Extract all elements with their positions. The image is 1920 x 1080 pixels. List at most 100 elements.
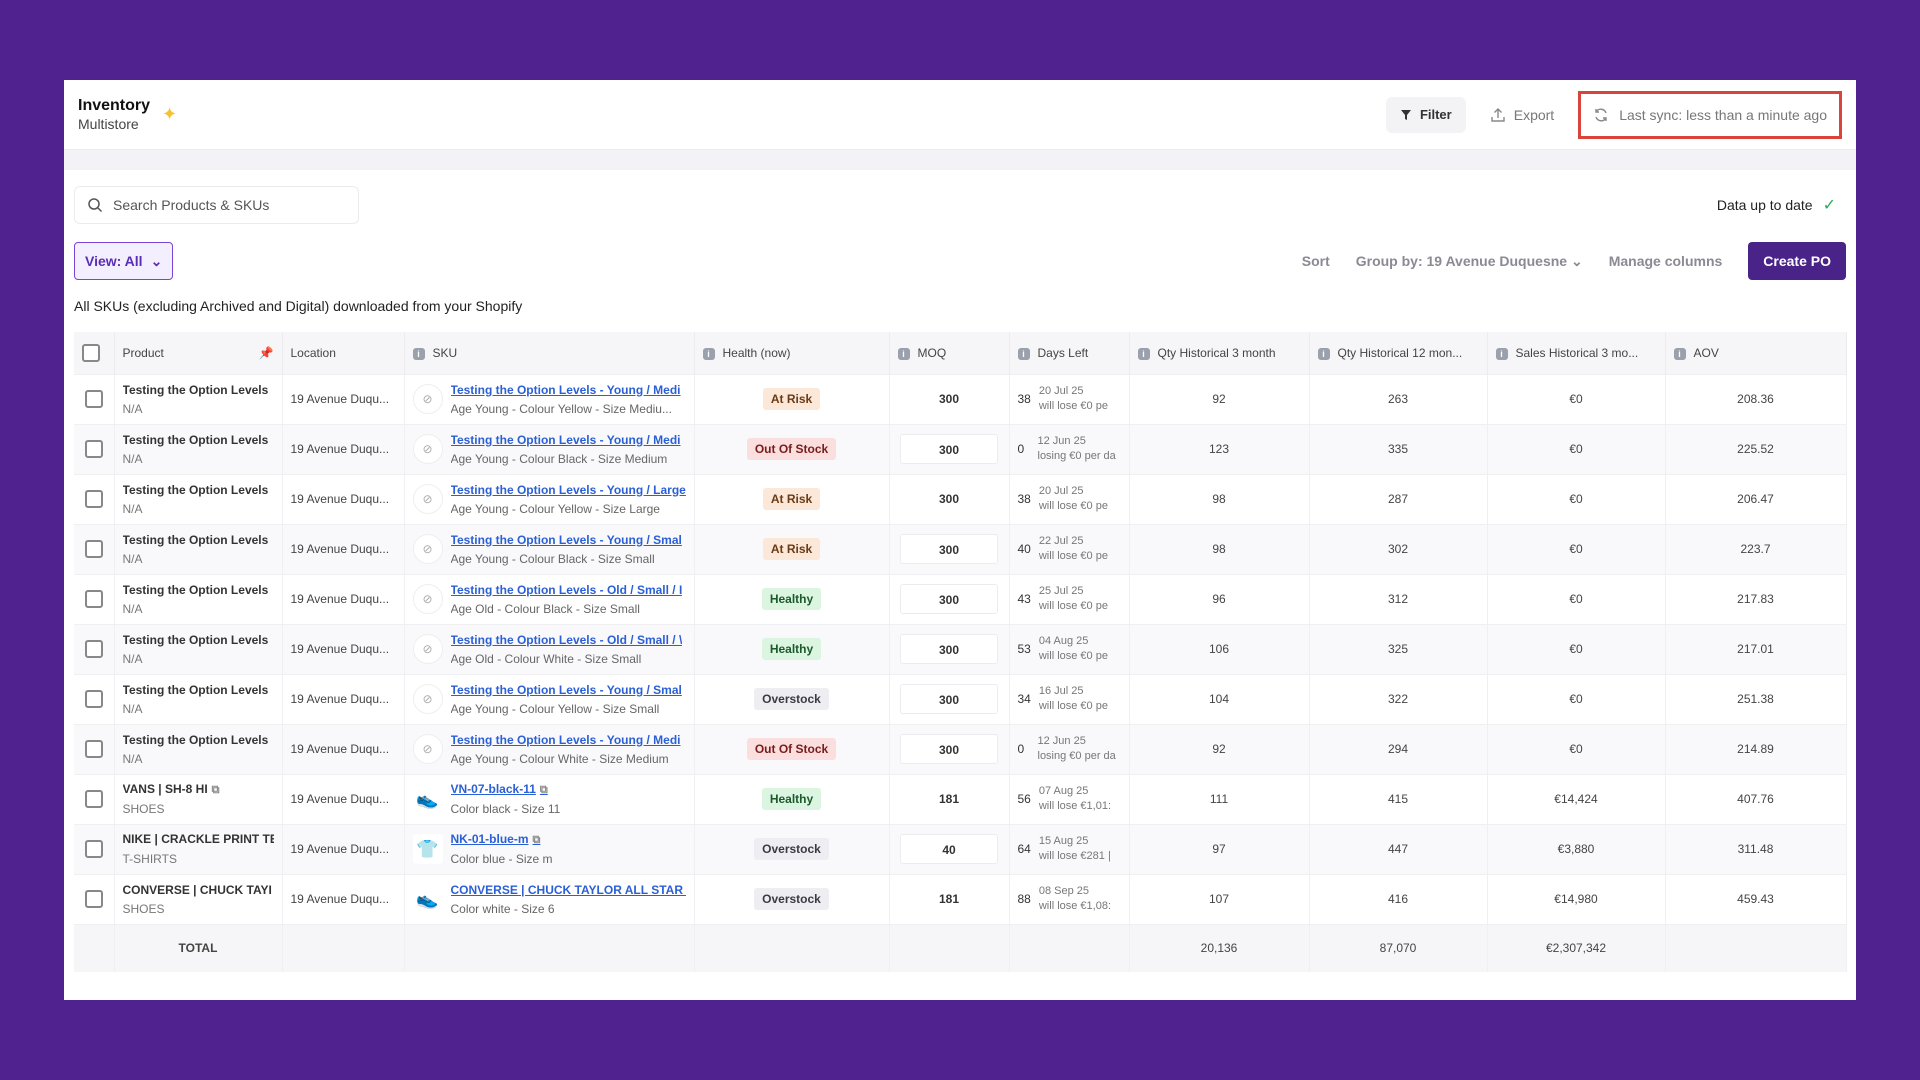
qty-3m-cell: 92 — [1129, 723, 1310, 774]
copy-icon[interactable]: ⧉ — [532, 834, 541, 846]
info-icon[interactable]: i — [1317, 347, 1330, 360]
column-header-location[interactable]: Location — [282, 332, 405, 374]
stockout-note: will lose €0 pe — [1038, 550, 1108, 562]
last-sync-button[interactable]: Last sync: less than a minute ago — [1578, 90, 1842, 139]
location-cell: 19 Avenue Duqu... — [282, 723, 405, 774]
location-cell: 19 Avenue Duqu... — [282, 373, 405, 424]
info-icon[interactable]: i — [702, 347, 715, 360]
row-checkbox[interactable] — [84, 790, 103, 808]
health-badge: At Risk — [762, 488, 821, 510]
row-checkbox[interactable] — [84, 390, 103, 408]
health-badge: Overstock — [754, 888, 829, 910]
row-checkbox[interactable] — [84, 690, 103, 708]
stockout-date: 20 Jul 25 — [1038, 385, 1084, 397]
row-checkbox[interactable] — [84, 540, 103, 558]
info-icon[interactable]: i — [897, 347, 910, 360]
create-po-button[interactable]: Create PO — [1748, 242, 1846, 280]
column-header-sku[interactable]: i SKU — [404, 332, 695, 374]
sku-link[interactable]: Testing the Option Levels - Young / Medi — [450, 432, 681, 447]
sku-link[interactable]: CONVERSE | CHUCK TAYLOR ALL STAR I — [450, 882, 686, 897]
stockout-note: will lose €0 pe — [1038, 600, 1108, 612]
qty-3m-cell: 97 — [1129, 823, 1310, 874]
product-name: Testing the Option Levels — [122, 482, 269, 497]
sku-link[interactable]: NK-01-blue-m ⧉ — [450, 832, 541, 846]
stockout-date: 12 Jun 25 — [1037, 435, 1086, 447]
row-checkbox[interactable] — [84, 740, 103, 758]
column-header-qty-12m[interactable]: i Qty Historical 12 mon... — [1309, 332, 1488, 374]
row-checkbox[interactable] — [84, 440, 103, 458]
view-dropdown[interactable]: View: All ⌄ — [74, 242, 174, 280]
sku-link[interactable]: Testing the Option Levels - Young / Medi — [450, 732, 681, 747]
table-row[interactable]: CONVERSE | CHUCK TAYI SHOES 19 Avenue Du… — [74, 873, 1847, 924]
sort-button[interactable]: Sort — [1301, 253, 1330, 269]
table-row[interactable]: Testing the Option Levels N/A 19 Avenue … — [74, 473, 1847, 524]
row-checkbox[interactable] — [84, 890, 103, 908]
column-header-product[interactable]: Product 📌 — [114, 332, 283, 374]
stockout-note: will lose €0 pe — [1038, 700, 1108, 712]
info-icon[interactable]: i — [1017, 347, 1030, 360]
info-icon[interactable]: i — [1137, 347, 1150, 360]
aov-cell: 217.83 — [1665, 573, 1847, 624]
filter-button[interactable]: Filter — [1385, 96, 1466, 133]
info-icon[interactable]: i — [1495, 347, 1508, 360]
table-row[interactable]: Testing the Option Levels N/A 19 Avenue … — [74, 623, 1847, 674]
search-input[interactable]: Search Products & SKUs — [74, 186, 359, 224]
moq-input[interactable]: 300 — [900, 684, 998, 714]
stockout-date: 12 Jun 25 — [1037, 735, 1086, 747]
row-checkbox[interactable] — [84, 840, 103, 858]
sales-3m-cell: €0 — [1487, 373, 1666, 424]
column-header-aov[interactable]: i AOV — [1665, 332, 1847, 374]
moq-input[interactable]: 300 — [900, 734, 998, 764]
export-button[interactable]: Export — [1480, 97, 1564, 133]
search-placeholder: Search Products & SKUs — [113, 197, 270, 213]
row-checkbox[interactable] — [84, 640, 103, 658]
column-header-qty-3m[interactable]: i Qty Historical 3 month — [1129, 332, 1310, 374]
column-header-moq[interactable]: i MOQ — [889, 332, 1010, 374]
moq-input[interactable]: 40 — [900, 834, 998, 864]
table-row[interactable]: NIKE | CRACKLE PRINT TE⧉ T-SHIRTS 19 Ave… — [74, 823, 1847, 874]
sku-link[interactable]: VN-07-black-11 ⧉ — [450, 782, 548, 796]
info-icon[interactable]: i — [1673, 347, 1686, 360]
table-row[interactable]: Testing the Option Levels N/A 19 Avenue … — [74, 573, 1847, 624]
qty-12m-cell: 294 — [1309, 723, 1488, 774]
sku-variant: Age Old - Colour Black - Size Small — [450, 601, 640, 616]
sparkle-icon[interactable]: ✦ — [162, 104, 178, 124]
moq-input[interactable]: 300 — [900, 534, 998, 564]
table-row[interactable]: Testing the Option Levels N/A 19 Avenue … — [74, 523, 1847, 574]
table-row[interactable]: Testing the Option Levels N/A 19 Avenue … — [74, 373, 1847, 424]
sales-3m-cell: €0 — [1487, 723, 1666, 774]
moq-input[interactable]: 300 — [900, 584, 998, 614]
moq-input[interactable]: 300 — [900, 634, 998, 664]
table-row[interactable]: Testing the Option Levels N/A 19 Avenue … — [74, 673, 1847, 724]
sku-link[interactable]: Testing the Option Levels - Young / Smal — [450, 682, 682, 697]
table-row[interactable]: Testing the Option Levels N/A 19 Avenue … — [74, 423, 1847, 474]
health-badge: Out Of Stock — [746, 738, 837, 760]
row-checkbox[interactable] — [84, 490, 103, 508]
product-image: 👕 — [412, 834, 443, 864]
sku-link[interactable]: Testing the Option Levels - Young / Medi — [450, 382, 681, 397]
copy-icon[interactable]: ⧉ — [539, 784, 548, 796]
sku-link[interactable]: Testing the Option Levels - Young / Larg… — [450, 482, 686, 497]
moq-value: 181 — [938, 892, 960, 906]
table-row[interactable]: VANS | SH-8 HI ⧉ SHOES 19 Avenue Duqu... … — [74, 773, 1847, 824]
no-image-icon: ⊘ — [412, 534, 443, 564]
row-checkbox[interactable] — [84, 590, 103, 608]
sku-link[interactable]: Testing the Option Levels - Young / Smal — [450, 532, 682, 547]
copy-icon[interactable]: ⧉ — [211, 784, 220, 796]
pin-icon[interactable]: 📌 — [258, 345, 274, 360]
column-header-health[interactable]: i Health (now) — [694, 332, 890, 374]
column-header-days-left[interactable]: i Days Left — [1009, 332, 1130, 374]
select-all-checkbox[interactable] — [82, 343, 100, 362]
group-by-dropdown[interactable]: Group by: 19 Avenue Duquesne ⌄ — [1356, 253, 1583, 270]
qty-3m-cell: 98 — [1129, 523, 1310, 574]
table-row[interactable]: Testing the Option Levels N/A 19 Avenue … — [74, 723, 1847, 774]
total-sales-3m: €2,307,342 — [1487, 923, 1666, 972]
info-icon[interactable]: i — [412, 347, 425, 360]
column-header-sales-3m[interactable]: i Sales Historical 3 mo... — [1487, 332, 1666, 374]
health-badge: Overstock — [754, 838, 829, 860]
sku-link[interactable]: Testing the Option Levels - Old / Small … — [450, 582, 683, 597]
manage-columns-button[interactable]: Manage columns — [1608, 253, 1723, 269]
sku-link[interactable]: Testing the Option Levels - Old / Small … — [450, 632, 683, 647]
moq-input[interactable]: 300 — [900, 434, 998, 464]
stockout-note: losing €0 per da — [1037, 450, 1116, 462]
